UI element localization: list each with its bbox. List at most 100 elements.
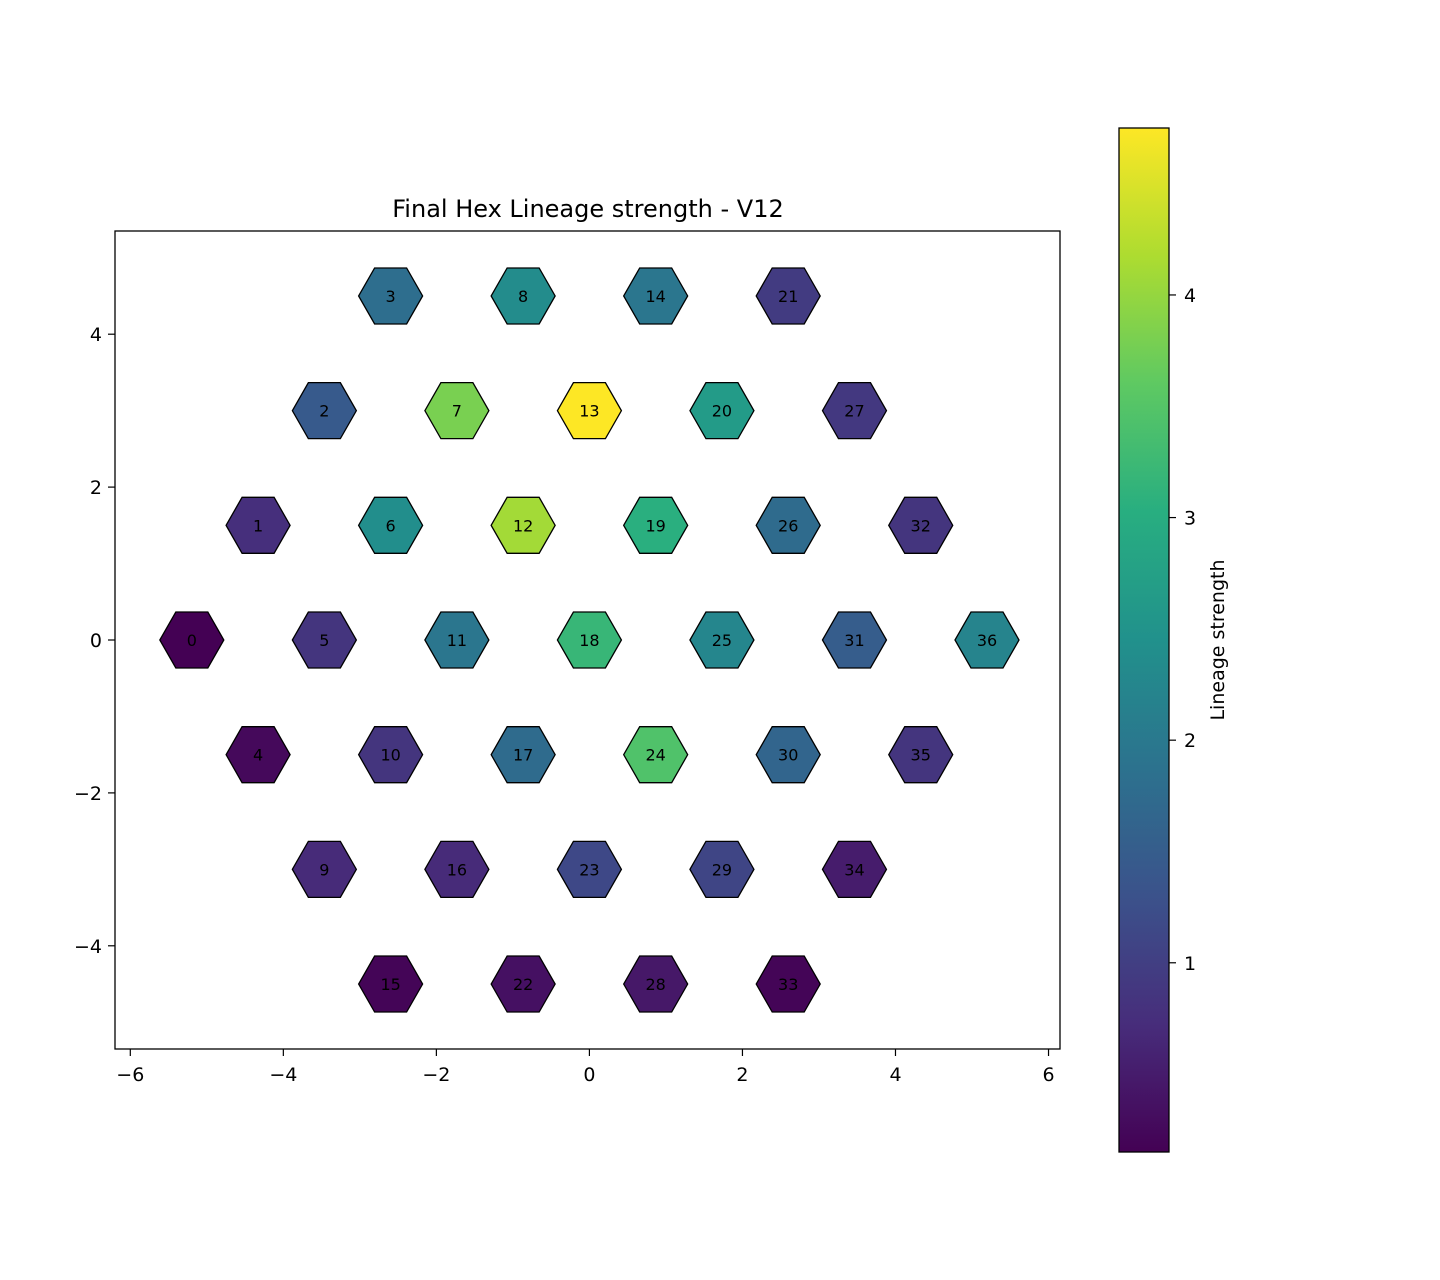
hex-cell-shape xyxy=(424,840,490,898)
hex-cell-shape xyxy=(424,611,490,669)
hex-cell: 13 xyxy=(556,382,623,440)
hex-cell-shape xyxy=(490,726,556,784)
hex-cell: 14 xyxy=(622,267,689,325)
hex-cell-shape xyxy=(225,496,291,554)
hex-cell-shape xyxy=(887,496,954,554)
hex-cell: 4 xyxy=(225,726,291,784)
hex-cell: 12 xyxy=(490,496,556,554)
hex-cell-shape xyxy=(291,840,358,898)
hex-cell-label: 17 xyxy=(513,746,533,765)
y-axis: −4 −2 0 2 4 xyxy=(74,324,115,958)
hex-cell: 36 xyxy=(954,611,1020,669)
colorbar-tick-label: 4 xyxy=(1184,285,1196,307)
hex-cell: 3 xyxy=(357,267,424,325)
hex-cell-shape xyxy=(490,496,556,554)
hex-cell-label: 6 xyxy=(386,516,396,535)
hex-cell: 21 xyxy=(755,267,821,325)
hex-cell: 18 xyxy=(556,611,623,669)
y-tick-label: 0 xyxy=(90,630,102,652)
hex-cell: 9 xyxy=(291,840,358,898)
hex-cell: 30 xyxy=(755,726,821,784)
x-tick-label: −6 xyxy=(116,1064,144,1086)
hex-cell: 6 xyxy=(357,496,424,554)
hex-cell: 29 xyxy=(689,840,755,898)
hex-cell: 25 xyxy=(689,611,755,669)
hex-cell: 20 xyxy=(689,382,755,440)
hex-cell-label: 7 xyxy=(452,402,462,421)
hex-cell-shape xyxy=(821,611,888,669)
hex-cell-shape xyxy=(556,840,623,898)
hex-cell-label: 35 xyxy=(911,746,931,765)
hex-cell: 16 xyxy=(424,840,490,898)
hex-cell: 7 xyxy=(424,382,490,440)
hex-cell-shape xyxy=(755,955,821,1013)
hex-cell-label: 4 xyxy=(253,746,263,765)
hex-cell-label: 27 xyxy=(844,402,864,421)
hex-cell-label: 15 xyxy=(380,975,400,994)
hex-cell-label: 2 xyxy=(319,402,329,421)
hex-cell-label: 10 xyxy=(380,746,400,765)
hex-cell: 26 xyxy=(755,496,821,554)
hex-cell: 27 xyxy=(821,382,888,440)
y-tick-label: 4 xyxy=(90,324,102,346)
hex-cell: 28 xyxy=(622,955,689,1013)
hex-cell-label: 23 xyxy=(579,860,599,879)
hex-cell: 19 xyxy=(622,496,689,554)
hex-cell-label: 31 xyxy=(844,631,864,650)
hex-cell-shape xyxy=(689,840,755,898)
colorbar: 1 2 3 4 Lineage strength xyxy=(1118,127,1229,1153)
hex-cell-label: 9 xyxy=(319,860,329,879)
hex-cell-shape xyxy=(291,382,358,440)
hex-cell-label: 25 xyxy=(712,631,732,650)
hex-cell: 23 xyxy=(556,840,623,898)
colorbar-ticks: 1 2 3 4 xyxy=(1169,285,1196,975)
hex-cell-label: 26 xyxy=(778,516,798,535)
hex-cell-shape xyxy=(887,726,954,784)
hex-cell-shape xyxy=(490,955,556,1013)
hex-cell-shape xyxy=(291,611,358,669)
chart-title: Final Hex Lineage strength - V12 xyxy=(392,195,783,223)
hex-cell-label: 34 xyxy=(844,860,864,879)
hex-cell: 22 xyxy=(490,955,556,1013)
hex-cell: 17 xyxy=(490,726,556,784)
hex-cell: 8 xyxy=(490,267,556,325)
hex-cell-shape xyxy=(357,267,424,325)
hex-cell-label: 13 xyxy=(579,402,599,421)
hex-cell: 34 xyxy=(821,840,888,898)
colorbar-label: Lineage strength xyxy=(1207,559,1229,720)
hex-cell-shape xyxy=(357,496,424,554)
hex-cell-label: 28 xyxy=(645,975,665,994)
hex-cell-label: 11 xyxy=(447,631,467,650)
hex-cell: 32 xyxy=(887,496,954,554)
hex-cell: 31 xyxy=(821,611,888,669)
hex-cell-label: 5 xyxy=(319,631,329,650)
y-tick-label: −4 xyxy=(74,936,102,958)
hex-cell-shape xyxy=(357,726,424,784)
hex-cell-shape xyxy=(755,496,821,554)
x-tick-label: −2 xyxy=(422,1064,450,1086)
hex-cell: 33 xyxy=(755,955,821,1013)
x-axis: −6 −4 −2 0 2 4 6 xyxy=(116,1049,1055,1086)
hex-cell-label: 12 xyxy=(513,516,533,535)
hex-cell-shape xyxy=(755,267,821,325)
hex-cell-label: 22 xyxy=(513,975,533,994)
hex-cell-shape xyxy=(821,840,888,898)
x-tick-label: 2 xyxy=(736,1064,748,1086)
hex-cell-label: 32 xyxy=(911,516,931,535)
y-tick-label: −2 xyxy=(74,783,102,805)
hex-cell: 10 xyxy=(357,726,424,784)
hex-cell-label: 19 xyxy=(645,516,665,535)
hex-cell-label: 18 xyxy=(579,631,599,650)
hex-cell-shape xyxy=(357,955,424,1013)
hex-cell-shape xyxy=(159,611,225,669)
x-tick-label: 4 xyxy=(889,1064,901,1086)
hex-cell-shape xyxy=(755,726,821,784)
hex-cell-label: 33 xyxy=(778,975,798,994)
hex-cell-shape xyxy=(622,496,689,554)
hex-cell-shape xyxy=(821,382,888,440)
hex-cell: 11 xyxy=(424,611,490,669)
hex-cell-shape xyxy=(689,611,755,669)
x-tick-label: 0 xyxy=(583,1064,595,1086)
colorbar-tick-label: 3 xyxy=(1184,508,1196,530)
